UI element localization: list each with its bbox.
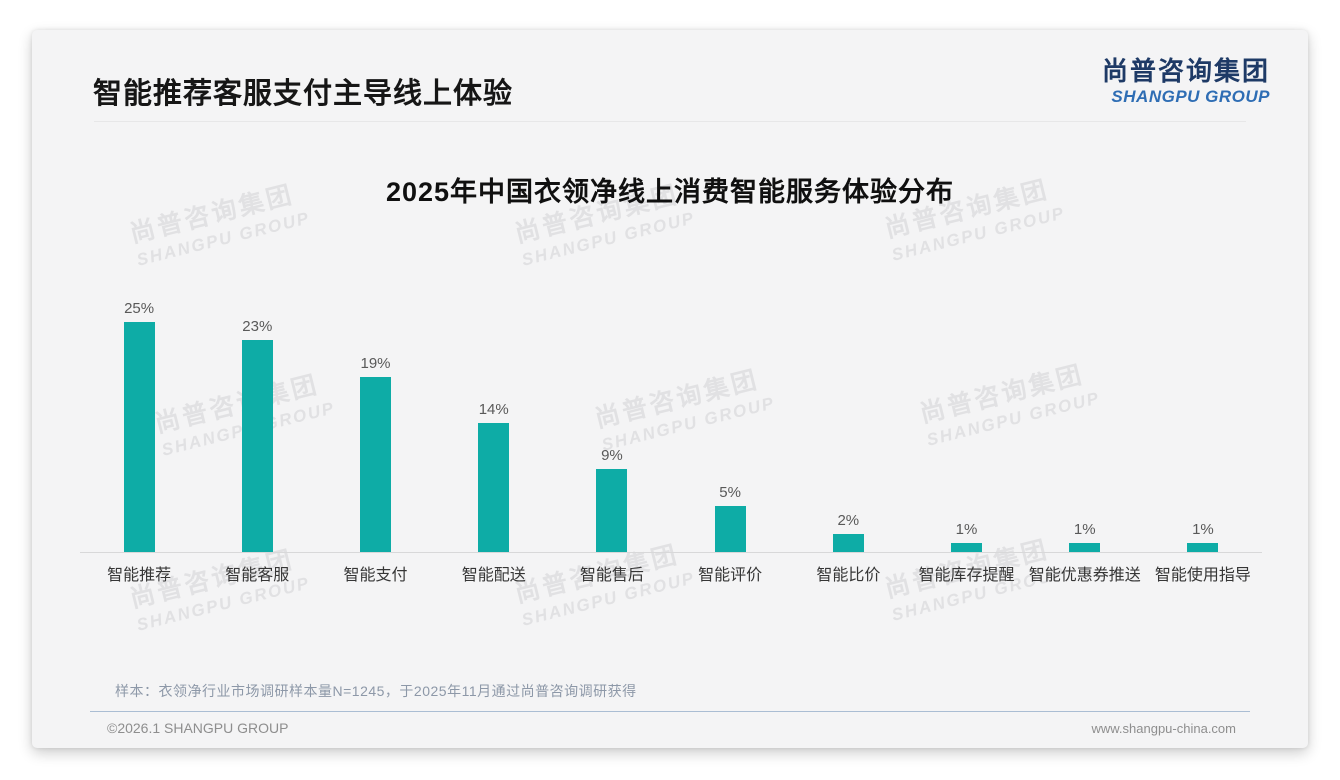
x-axis-label: 智能优惠券推送 — [1028, 567, 1141, 584]
bar-column: 2% — [789, 512, 907, 552]
bar-column: 9% — [553, 447, 671, 552]
slide-card: 尚普咨询集团 SHANGPU GROUP 尚普咨询集团 SHANGPU GROUP 尚普… — [32, 30, 1308, 748]
bar-value-label: 25% — [124, 300, 155, 317]
watermark-english-text: SHANGPU GROUP — [134, 208, 313, 270]
bar-value-label: 9% — [601, 447, 623, 465]
bar-column: 1% — [1144, 521, 1262, 552]
watermark-english-text: SHANGPU GROUP — [889, 203, 1068, 265]
sample-note: 样本：衣领净行业市场调研样本量N=1245，于2025年11月通过尚普咨询调研获… — [115, 683, 637, 699]
chart-title: 2025年中国衣领净线上消费智能服务体验分布 — [385, 177, 955, 207]
bar — [1069, 542, 1101, 552]
logo-english-text: SHANGPU GROUP — [1111, 86, 1270, 106]
bar-value-label: 1% — [1073, 520, 1096, 538]
footer-row: ©2026.1 SHANGPU GROUP www.shangpu-china.… — [107, 720, 1236, 736]
bar — [596, 469, 628, 552]
x-axis-label: 智能配送 — [461, 567, 526, 584]
x-axis-labels: 智能推荐 智能客服 智能支付 智能配送 智能售后 智能评价 智能比价 智能库存提醒 智能优惠券推… — [80, 561, 1262, 585]
bar-column: 5% — [671, 484, 789, 552]
bar — [123, 322, 155, 552]
bar — [714, 506, 746, 552]
x-axis-label: 智能使用指导 — [1154, 567, 1251, 584]
bar — [360, 377, 391, 552]
website-link[interactable]: www.shangpu-china.com — [1091, 721, 1236, 736]
x-axis-label: 智能支付 — [343, 567, 408, 584]
logo-chinese-text: 尚普咨询集团 — [1101, 56, 1270, 86]
x-axis-label: 智能售后 — [579, 567, 644, 584]
copyright-text: ©2026.1 SHANGPU GROUP — [107, 720, 289, 736]
x-axis-label: 智能推荐 — [107, 567, 172, 584]
bar-value-label: 1% — [1192, 520, 1214, 538]
x-axis-label: 智能比价 — [816, 567, 881, 584]
bar-value-label: 1% — [955, 520, 978, 538]
bar-column: 1% — [907, 521, 1025, 552]
x-axis-label: 智能评价 — [698, 567, 763, 584]
bar-chart-plot: 25% 23% 19% 14% 9% 5% 2% 1% 1% 1% — [80, 282, 1262, 553]
bar-value-label: 19% — [360, 355, 391, 373]
bar-value-label: 5% — [719, 484, 741, 501]
bar — [478, 423, 510, 552]
x-axis-label: 智能客服 — [225, 567, 290, 584]
bar-value-label: 23% — [242, 318, 273, 336]
page-title: 智能推荐客服支付主导线上体验 — [93, 78, 514, 110]
bar-column: 23% — [198, 318, 316, 552]
bar-column: 19% — [316, 355, 434, 552]
bar-column: 1% — [1026, 521, 1144, 552]
x-axis-label: 智能库存提醒 — [918, 567, 1015, 584]
bar-value-label: 2% — [837, 511, 860, 529]
bar-value-label: 14% — [478, 401, 509, 419]
header-divider — [94, 121, 1246, 122]
bar — [1187, 542, 1219, 552]
bar-column: 14% — [435, 401, 553, 552]
watermark-english-text: SHANGPU GROUP — [519, 208, 698, 270]
bar — [832, 533, 864, 552]
bar — [241, 340, 273, 552]
bar — [951, 542, 983, 552]
bar-column: 25% — [80, 300, 198, 552]
company-logo: 尚普咨询集团 SHANGPU GROUP — [1102, 57, 1270, 106]
footer-divider — [90, 711, 1250, 712]
